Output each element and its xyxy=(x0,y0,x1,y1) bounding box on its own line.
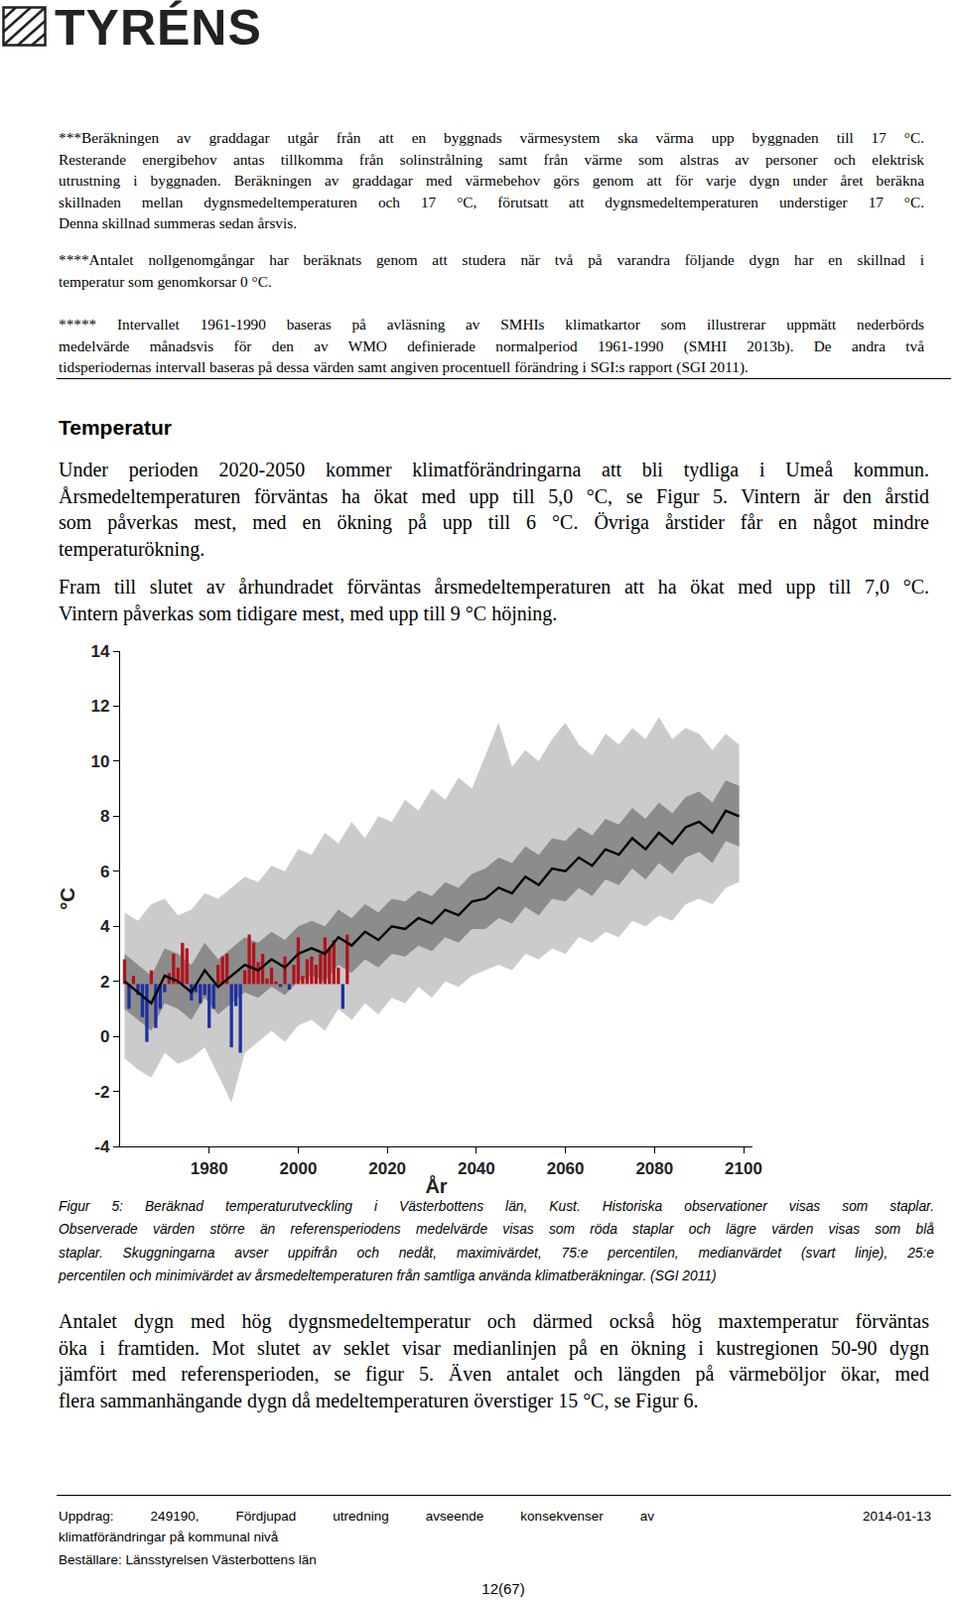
svg-text:2100: 2100 xyxy=(724,1159,763,1179)
html-text:temperaturökning.: temperaturökning. xyxy=(58,537,205,560)
svg-text:-2: -2 xyxy=(94,1083,110,1102)
html-text:Denna skillnad summeras sedan: Denna skillnad summeras sedan årsvis. xyxy=(58,214,297,232)
html-text:utrustning i byggnaden. Beräkn: utrustning i byggnaden. Beräkningen av g… xyxy=(58,171,925,189)
html-text:Antalet dygn med hög dygnsmede: Antalet dygn med hög dygnsmedeltemperatu… xyxy=(58,1310,930,1333)
html-text:temperatur som genomkorsar 0 °: temperatur som genomkorsar 0 °C. xyxy=(58,272,272,290)
svg-text:14: 14 xyxy=(90,642,110,662)
html-text:Beställare: Länsstyrelsen Väst: Beställare: Länsstyrelsen Västerbottens … xyxy=(58,1552,317,1568)
svg-text:2000: 2000 xyxy=(279,1159,318,1179)
svg-text:8: 8 xyxy=(100,807,110,826)
html-text:skillnaden mellan dygnsmedelte: skillnaden mellan dygnsmedeltemperaturen… xyxy=(58,193,925,211)
html-text:2014-01-13: 2014-01-13 xyxy=(862,1508,932,1524)
svg-text:2080: 2080 xyxy=(635,1159,674,1179)
html-text:flera sammanhängande dygn då m: flera sammanhängande dygn då medeltemper… xyxy=(58,1389,699,1412)
svg-text:2: 2 xyxy=(100,972,110,992)
html-text:Fram till slutet av århundrade: Fram till slutet av århundradet förvänta… xyxy=(58,575,930,598)
svg-text:4: 4 xyxy=(100,917,111,937)
html-text:Uppdrag: 249190, Fördjupad utr: Uppdrag: 249190, Fördjupad utredning avs… xyxy=(58,1508,655,1524)
svg-text:1980: 1980 xyxy=(190,1159,229,1179)
html-text:12(67): 12(67) xyxy=(481,1580,525,1598)
html-text:klimatförändringar på kommunal: klimatförändringar på kommunal nivå xyxy=(58,1529,279,1545)
html-text:Vintern påverkas som tidigare: Vintern påverkas som tidigare mest, med … xyxy=(58,602,558,624)
html-text:staplar. Skuggningarna avser u: staplar. Skuggningarna avser uppifrån oc… xyxy=(58,1245,935,1261)
svg-text:10: 10 xyxy=(90,752,110,772)
html-text:Årsmedeltemperaturen förväntas: Årsmedeltemperaturen förväntas ha ökat m… xyxy=(58,484,930,507)
html-text:percentilen och minimivärdet a: percentilen och minimivärdet av årsmedel… xyxy=(58,1268,717,1284)
svg-text:År: År xyxy=(424,1174,447,1198)
html-text:jämfört med referensperioden,: jämfört med referensperioden, se figur 5… xyxy=(58,1362,930,1385)
html-text:Temperatur: Temperatur xyxy=(58,415,172,439)
html-text:tidsperiodernas intervall base: tidsperiodernas intervall baseras på des… xyxy=(58,358,749,376)
svg-text:0: 0 xyxy=(100,1027,110,1047)
html-text:Figur 5: Beräknad temperaturut: Figur 5: Beräknad temperaturutveckling i… xyxy=(58,1199,935,1215)
html-text:Under perioden 2020-2050 komme: Under perioden 2020-2050 kommer klimatfö… xyxy=(58,458,930,481)
html-text:som påverkas mest, med en ökni: som påverkas mest, med en ökning på upp … xyxy=(58,511,930,534)
svg-text:2060: 2060 xyxy=(546,1159,585,1179)
svg-text:12: 12 xyxy=(90,696,110,716)
svg-text:-4: -4 xyxy=(94,1137,111,1157)
html-text:***Beräkningen av graddagar ut: ***Beräkningen av graddagar utgår från a… xyxy=(58,129,925,146)
html-text:****Antalet nollgenomgångar ha: ****Antalet nollgenomgångar har beräknat… xyxy=(58,251,925,269)
html-text:medelvärde månadsvis för den a: medelvärde månadsvis för den av WMO defi… xyxy=(58,337,925,354)
html-text:Observerade värden större än r: Observerade värden större än referensper… xyxy=(58,1222,935,1238)
html-text:TYRÉNS: TYRÉNS xyxy=(54,0,262,56)
html-text:öka i framtiden. Mot slutet av: öka i framtiden. Mot slutet av seklet vi… xyxy=(58,1336,930,1359)
html-text:***** Intervallet 1961-1990 ba: ***** Intervallet 1961-1990 baseras på a… xyxy=(58,315,925,333)
html-text:Resterande energibehov antas t: Resterande energibehov antas tillkomma f… xyxy=(58,150,925,168)
svg-text:6: 6 xyxy=(100,862,110,882)
svg-text:°C: °C xyxy=(56,887,79,910)
svg-text:2020: 2020 xyxy=(368,1159,407,1179)
svg-text:2040: 2040 xyxy=(457,1159,496,1179)
